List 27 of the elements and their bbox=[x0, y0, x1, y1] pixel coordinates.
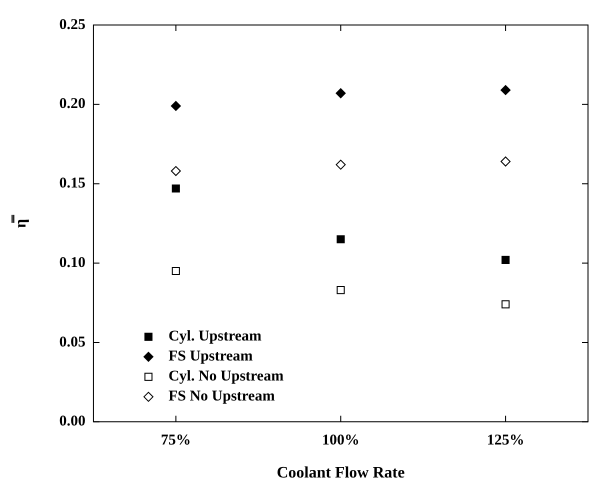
point bbox=[170, 166, 181, 176]
point bbox=[502, 256, 510, 264]
y-tick-label: 0.00 bbox=[59, 414, 86, 430]
point bbox=[170, 100, 181, 111]
point bbox=[336, 160, 346, 170]
point bbox=[502, 300, 510, 308]
legend-label: FS No Upstream bbox=[168, 388, 276, 405]
point bbox=[172, 184, 180, 193]
y-tick-label: 0.10 bbox=[59, 254, 86, 271]
y-tick-label: 0.20 bbox=[59, 96, 86, 112]
point bbox=[500, 85, 511, 96]
legend-label: Cyl. Upstream bbox=[168, 328, 262, 345]
y-tick-label: 0.15 bbox=[59, 176, 86, 192]
x-tick-label: 100% bbox=[322, 432, 360, 449]
point bbox=[336, 286, 345, 294]
point bbox=[500, 156, 511, 166]
y-tick-label: 0.25 bbox=[59, 16, 86, 33]
x-axis-title: Coolant Flow Rate bbox=[276, 464, 405, 482]
legend-label: FS Upstream bbox=[168, 348, 254, 365]
point bbox=[336, 88, 346, 98]
x-tick-label: 75% bbox=[160, 432, 191, 449]
y-tick-label: 0.05 bbox=[59, 334, 86, 350]
point bbox=[172, 266, 180, 276]
x-tick-label: 125% bbox=[486, 432, 524, 449]
legend-label: Cyl. No Upstream bbox=[168, 368, 284, 385]
y-axis-title: η̿ bbox=[12, 214, 30, 228]
point bbox=[336, 235, 345, 244]
